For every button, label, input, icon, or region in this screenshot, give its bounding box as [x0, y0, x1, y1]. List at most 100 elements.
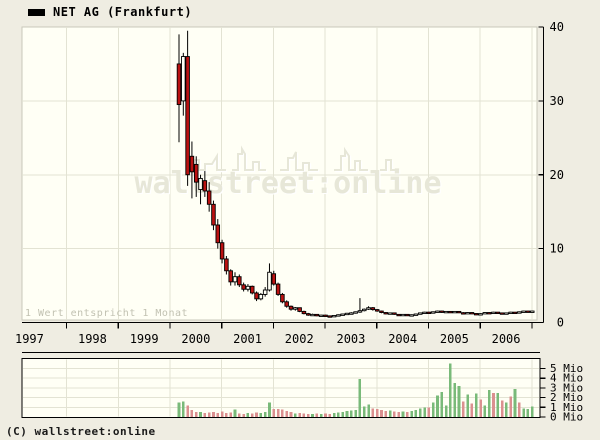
volume-bar: [332, 413, 336, 417]
candle-body: [392, 312, 397, 315]
volume-bar: [272, 408, 276, 417]
volume-bar: [207, 412, 211, 417]
candle-body: [374, 309, 380, 312]
volume-bar: [212, 412, 215, 417]
volume-bar: [505, 402, 508, 417]
candle-body: [331, 315, 337, 318]
x-axis-year-label: 2002: [285, 332, 314, 346]
x-axis-year-label: 1999: [130, 332, 159, 346]
candle-body: [448, 310, 453, 314]
volume-bar: [294, 413, 297, 417]
volume-bar: [345, 411, 349, 417]
candle-body: [508, 311, 513, 315]
volume-bar: [444, 405, 448, 417]
price-axis-label: 0: [557, 316, 564, 330]
candle-body: [499, 312, 505, 315]
candle-body: [237, 276, 242, 286]
volume-bar: [238, 413, 241, 417]
volume-bar: [462, 401, 465, 417]
volume-bar: [470, 403, 474, 417]
candle-body: [525, 310, 531, 313]
volume-bar: [281, 409, 284, 417]
volume-bar: [220, 411, 224, 417]
candle-body: [297, 307, 302, 312]
volume-bar: [418, 408, 422, 417]
volume-bar: [362, 406, 366, 417]
candles-layer: [176, 30, 535, 318]
volume-bar: [302, 413, 306, 417]
candle-body: [517, 311, 522, 314]
volume-bar: [483, 405, 487, 417]
candle-body: [224, 258, 229, 272]
candle-body: [439, 310, 445, 313]
volume-bar: [453, 383, 457, 417]
x-axis-year-label: 2000: [181, 332, 210, 346]
volume-bar: [337, 412, 340, 417]
volume-bar: [182, 401, 185, 417]
candle-body: [249, 285, 255, 294]
x-axis-year-label: 2006: [492, 332, 521, 346]
candle-body: [357, 310, 363, 313]
scale-note: 1 Wert entspricht 1 Monat: [25, 308, 189, 319]
candle-body: [417, 312, 423, 315]
candle-body: [336, 314, 341, 317]
candle-body: [344, 312, 350, 316]
candle-body: [327, 315, 333, 318]
volume-bar: [513, 388, 517, 417]
volume-bar: [358, 379, 362, 417]
candle-body: [456, 310, 462, 314]
candle-body: [301, 310, 307, 315]
candle-body: [254, 292, 259, 300]
volume-bar: [518, 402, 521, 417]
candle-body: [422, 311, 427, 315]
volume-bar: [474, 393, 478, 417]
volume-bar: [350, 410, 353, 417]
volume-axis-label: 2 Mio: [550, 391, 583, 404]
volume-bar: [186, 405, 189, 417]
price-axis-label: 20: [550, 168, 564, 182]
volume-bar: [177, 402, 181, 417]
volume-bar: [431, 402, 435, 417]
candle-body: [275, 283, 281, 295]
legend-swatch: [28, 8, 45, 16]
volume-bar: [487, 389, 491, 417]
candle-body: [452, 310, 457, 314]
volume-bar: [410, 411, 413, 417]
skyline-logo-icon: [186, 145, 397, 171]
volume-bar: [457, 385, 461, 417]
candle-body: [426, 311, 432, 315]
volume-bar: [289, 412, 293, 417]
candle-body: [405, 313, 410, 317]
volume-bar: [479, 399, 482, 417]
candle-body: [219, 242, 225, 260]
volume-bar: [259, 413, 263, 417]
candle-body: [443, 310, 449, 314]
candle-body: [284, 301, 289, 307]
candle-body: [228, 270, 233, 283]
volume-axis-label: 0 Mio: [550, 411, 583, 424]
candle-body: [482, 312, 488, 315]
candle-body: [495, 311, 501, 315]
x-axis-year-label: 2001: [233, 332, 262, 346]
volume-bar: [250, 413, 254, 417]
volume-bar: [341, 412, 345, 417]
candle-body: [202, 180, 208, 192]
volume-bar: [367, 404, 370, 417]
volume-bar: [522, 408, 525, 417]
volume-bar: [436, 395, 439, 417]
volume-bar: [500, 400, 504, 417]
candle-body: [474, 313, 479, 316]
candle-body: [193, 163, 199, 183]
volume-bar: [311, 414, 314, 417]
volume-bar: [397, 412, 401, 417]
volume-bar: [406, 412, 409, 417]
axes: 0 10 20 30 40 1997 1998 1999 2000 2001 2002 2003 200…: [15, 20, 583, 424]
legend: NET AG (Frankfurt): [28, 5, 192, 19]
candle-body: [465, 312, 470, 315]
candle-body: [512, 311, 518, 315]
volume-bar: [242, 414, 245, 417]
volume-bar: [440, 391, 444, 417]
